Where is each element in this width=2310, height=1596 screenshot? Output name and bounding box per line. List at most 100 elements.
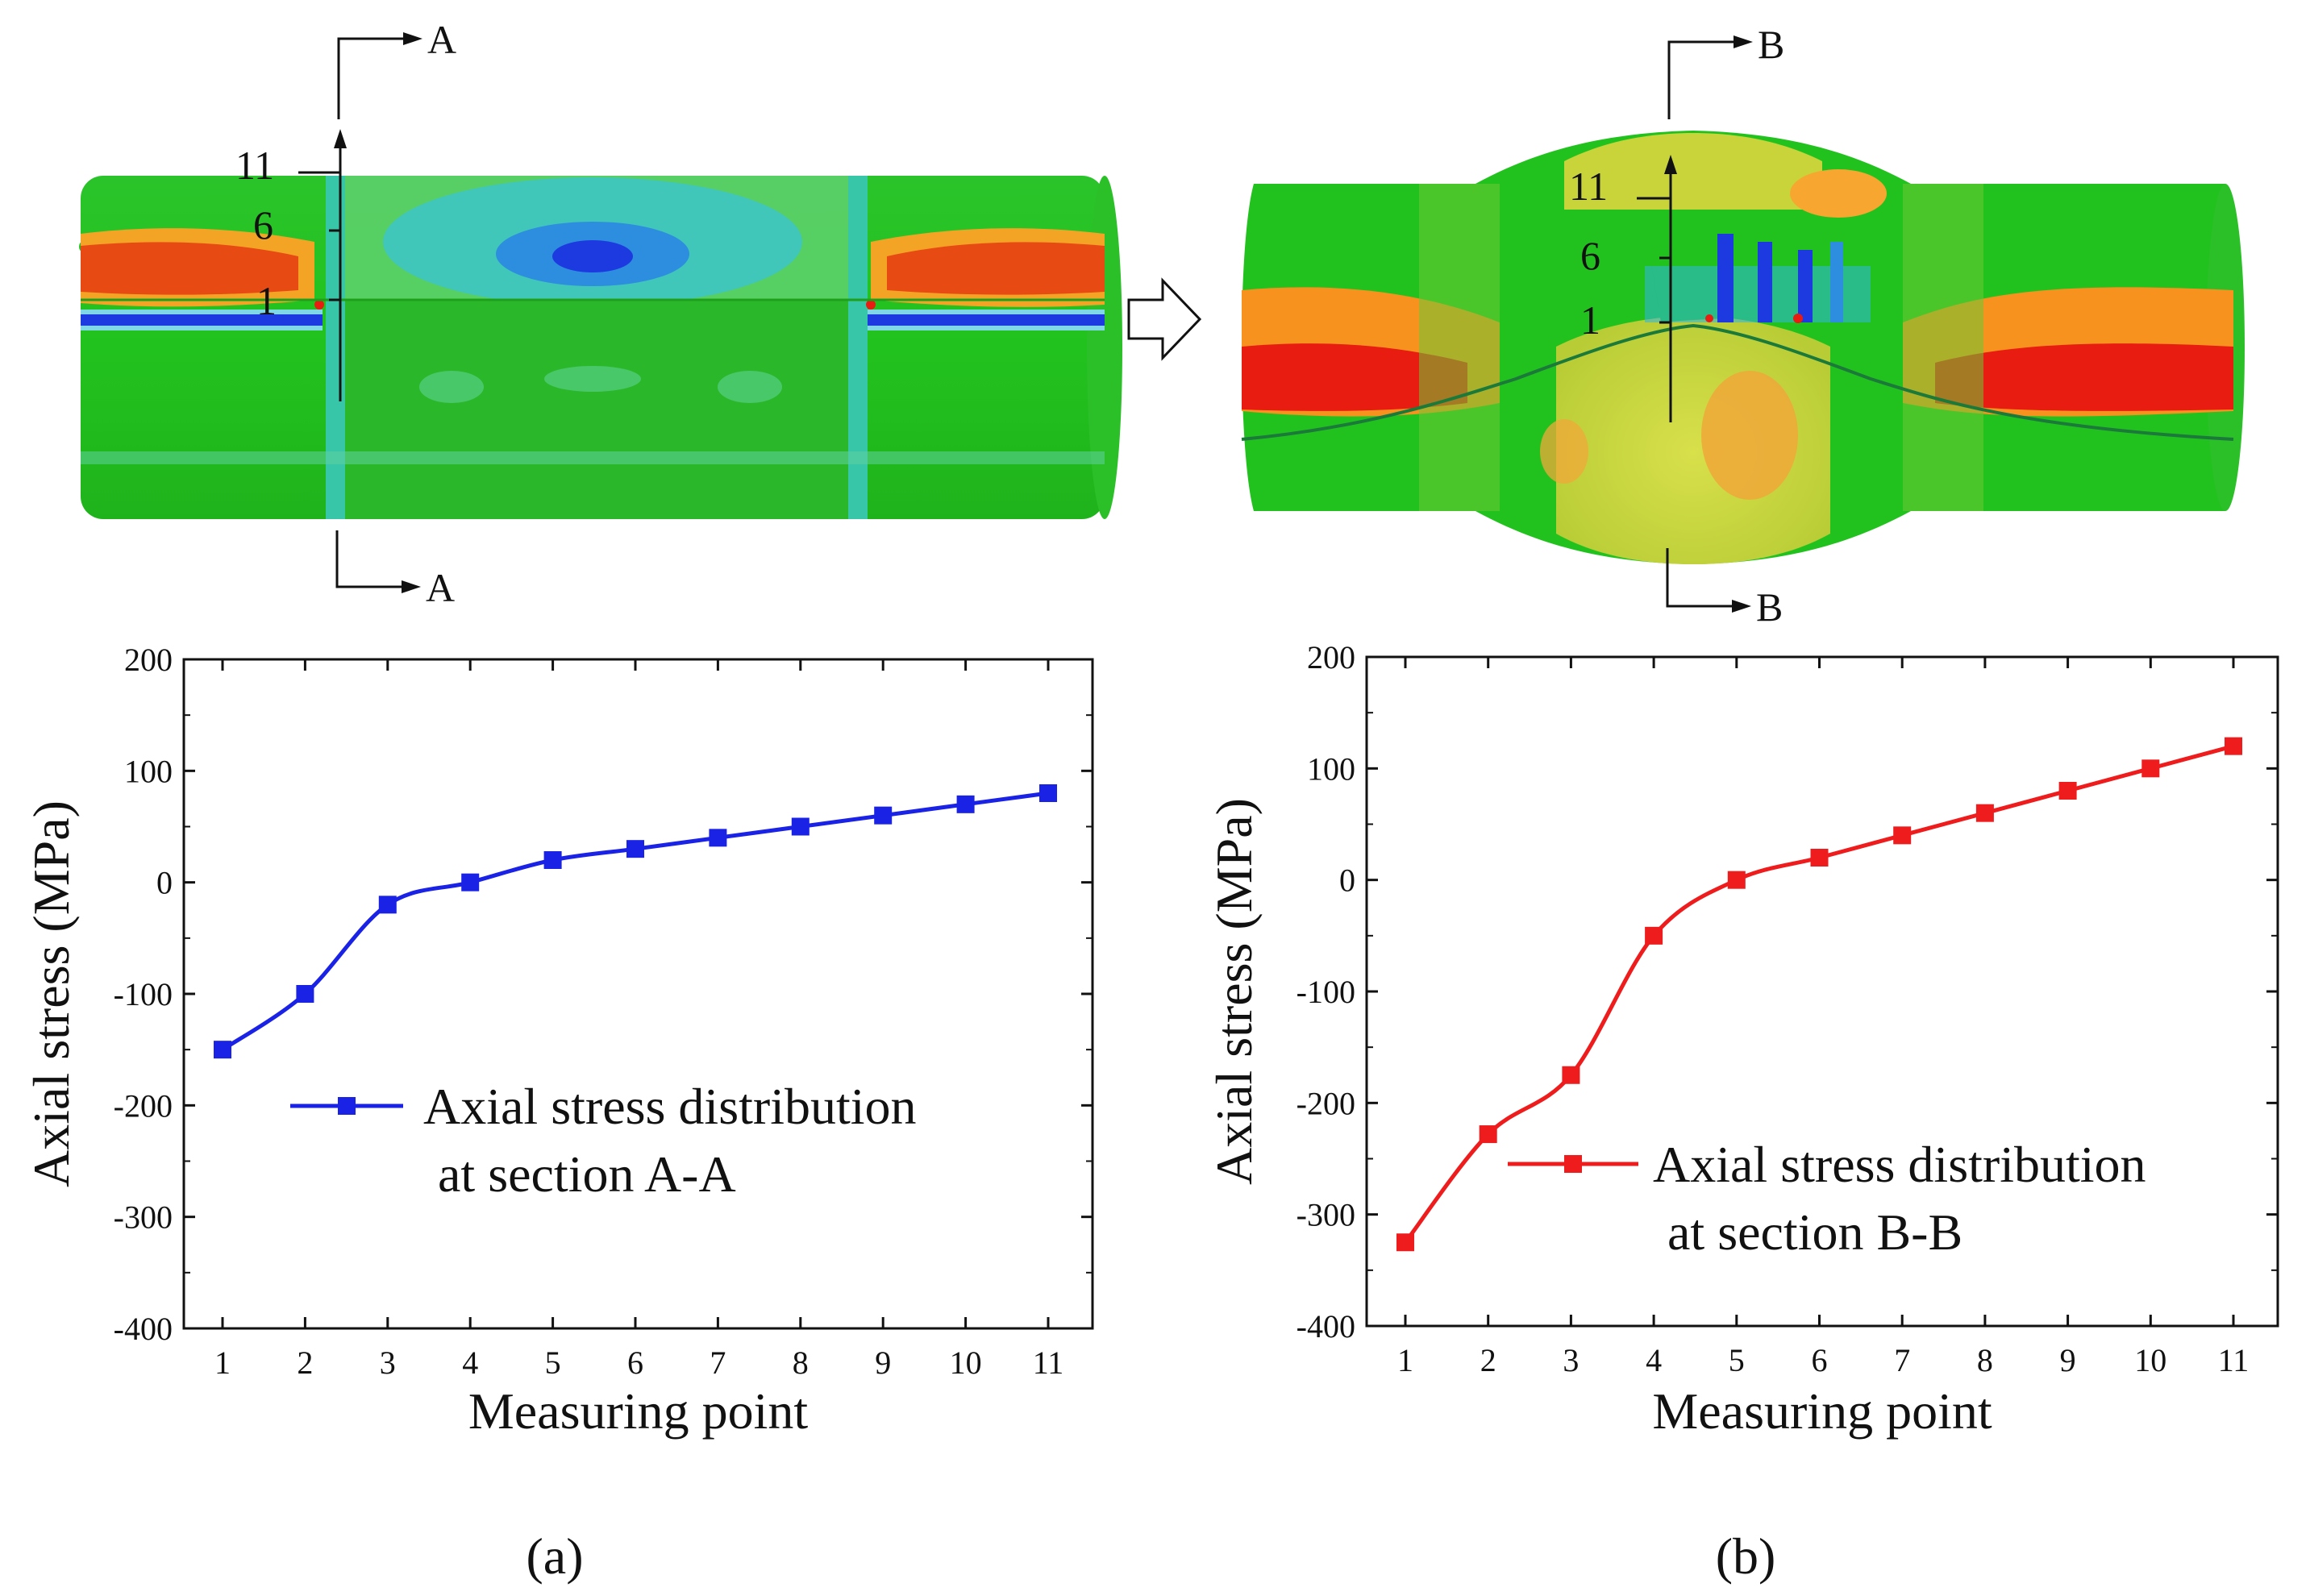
x-tick-label: 11 bbox=[1033, 1345, 1064, 1381]
chart-a: -400 -300 -200 -100 0 100 200 1 2 3 4 5 6 7 8 9 10 11 Ax… bbox=[23, 642, 1094, 1585]
y-tick-label: -400 bbox=[114, 1311, 173, 1347]
data-point bbox=[1562, 1066, 1580, 1084]
seam-right-a bbox=[863, 314, 1105, 326]
section-a-bottom-label: A bbox=[426, 565, 455, 610]
y-tick-label: -400 bbox=[1297, 1308, 1355, 1345]
series-line-b bbox=[1404, 744, 2234, 1244]
x-tick-label: 8 bbox=[1977, 1342, 1993, 1378]
legend-marker-b bbox=[1564, 1155, 1582, 1173]
panel-label-a: (a) bbox=[526, 1527, 583, 1585]
panel-label-b: (b) bbox=[1716, 1527, 1776, 1585]
y-axis-title-a: Axial stress (MPa) bbox=[23, 800, 80, 1187]
y-tick-label: -200 bbox=[1297, 1085, 1355, 1121]
x-tick-label: 4 bbox=[462, 1345, 478, 1381]
y-tick-label: -100 bbox=[114, 976, 173, 1012]
x-tick-label: 1 bbox=[214, 1345, 231, 1381]
chart-b: -400 -300 -200 -100 0 100 200 1 2 3 4 5 6 7 8 9 10 11 Ax… bbox=[1205, 639, 2279, 1585]
data-point bbox=[1396, 1233, 1414, 1252]
y-tick-label: 200 bbox=[1307, 639, 1355, 675]
x-ticks-a: 1 2 3 4 5 6 7 8 9 10 11 bbox=[214, 659, 1063, 1381]
data-point bbox=[1039, 784, 1057, 802]
y-tick-label: 100 bbox=[124, 753, 173, 789]
legend-label-line2-a: at section A-A bbox=[438, 1145, 736, 1203]
legend-label-line2-b: at section B-B bbox=[1667, 1203, 1962, 1261]
x-tick-label: 3 bbox=[380, 1345, 396, 1381]
data-point bbox=[1975, 804, 1994, 822]
data-point bbox=[874, 806, 893, 825]
section-b-bottom-label: B bbox=[1756, 584, 1783, 630]
series-markers-a bbox=[214, 784, 1057, 1059]
point-label-6-b: 6 bbox=[1580, 233, 1600, 278]
x-tick-label: 2 bbox=[1480, 1342, 1496, 1378]
series-markers-b bbox=[1396, 737, 2242, 1252]
data-point bbox=[378, 896, 397, 914]
data-point bbox=[214, 1041, 231, 1059]
data-point bbox=[1645, 926, 1663, 945]
pipe-end-a bbox=[1087, 176, 1122, 519]
series-line-a bbox=[221, 791, 1049, 1052]
legend-a: Axial stress distribution at section A-A bbox=[290, 1078, 917, 1203]
y-tick-label: 0 bbox=[156, 865, 173, 901]
y-tick-label: 100 bbox=[1307, 750, 1355, 787]
legend-label-a: Axial stress distribution bbox=[423, 1078, 917, 1135]
data-point bbox=[1810, 849, 1829, 867]
data-point bbox=[956, 795, 975, 813]
data-point bbox=[791, 817, 810, 836]
y-ticks-a: -400 -300 -200 -100 0 100 200 bbox=[114, 642, 1093, 1347]
legend-label-b: Axial stress distribution bbox=[1653, 1136, 2146, 1193]
x-tick-label: 9 bbox=[875, 1345, 891, 1381]
fe-model-a bbox=[79, 176, 1122, 519]
x-ticks-b: 1 2 3 4 5 6 7 8 9 10 11 bbox=[1397, 657, 2249, 1378]
x-tick-label: 2 bbox=[297, 1345, 313, 1381]
data-point bbox=[1727, 871, 1746, 889]
x-axis-title-a: Measuring point bbox=[468, 1382, 809, 1440]
data-point bbox=[296, 985, 314, 1003]
section-b-top-label: B bbox=[1758, 22, 1784, 67]
x-tick-label: 10 bbox=[950, 1345, 982, 1381]
data-point bbox=[626, 840, 644, 858]
data-point bbox=[2141, 759, 2160, 778]
section-markers: A A 11 6 1 B B 11 6 1 bbox=[235, 17, 1784, 630]
x-tick-label: 11 bbox=[2218, 1342, 2250, 1378]
y-tick-label: -100 bbox=[1297, 974, 1355, 1010]
data-point bbox=[461, 873, 480, 892]
x-axis-title-b: Measuring point bbox=[1652, 1382, 1992, 1440]
x-tick-label: 1 bbox=[1397, 1342, 1413, 1378]
y-axis-title-b: Axial stress (MPa) bbox=[1205, 798, 1263, 1185]
point-label-6-a: 6 bbox=[253, 202, 273, 247]
point-label-11-a: 11 bbox=[235, 143, 274, 188]
data-point bbox=[709, 829, 727, 847]
x-tick-label: 6 bbox=[627, 1345, 643, 1381]
point-label-11-b: 11 bbox=[1569, 164, 1608, 209]
x-tick-label: 5 bbox=[545, 1345, 561, 1381]
x-tick-label: 9 bbox=[2060, 1342, 2076, 1378]
data-point bbox=[1893, 826, 1912, 845]
x-tick-label: 7 bbox=[1894, 1342, 1910, 1378]
transition-arrow-icon bbox=[1127, 277, 1202, 361]
x-tick-label: 10 bbox=[2134, 1342, 2166, 1378]
x-tick-label: 5 bbox=[1729, 1342, 1745, 1378]
y-tick-label: -300 bbox=[1297, 1197, 1355, 1233]
legend-b: Axial stress distribution at section B-B bbox=[1508, 1136, 2146, 1261]
data-point bbox=[2058, 782, 2077, 800]
x-tick-label: 7 bbox=[710, 1345, 726, 1381]
x-tick-label: 4 bbox=[1646, 1342, 1662, 1378]
fe-model-b bbox=[1241, 131, 2245, 564]
x-tick-label: 8 bbox=[793, 1345, 809, 1381]
y-tick-label: -300 bbox=[114, 1199, 173, 1236]
y-tick-label: -200 bbox=[114, 1087, 173, 1124]
data-point bbox=[1479, 1125, 1497, 1144]
y-ticks-b: -400 -300 -200 -100 0 100 200 bbox=[1297, 639, 2278, 1345]
stress-blue-streak-b bbox=[1717, 234, 1734, 322]
data-point bbox=[2225, 737, 2242, 755]
plot-frame-a bbox=[182, 658, 1094, 1330]
seam-left-a bbox=[81, 314, 323, 326]
section-a-top-label: A bbox=[427, 17, 456, 62]
data-point bbox=[543, 851, 562, 869]
weld-ring-right-a bbox=[848, 176, 868, 519]
x-tick-label: 3 bbox=[1563, 1342, 1579, 1378]
legend-marker-a bbox=[338, 1097, 356, 1115]
y-tick-label: 200 bbox=[124, 642, 173, 678]
weld-ring-left-a bbox=[326, 176, 345, 519]
